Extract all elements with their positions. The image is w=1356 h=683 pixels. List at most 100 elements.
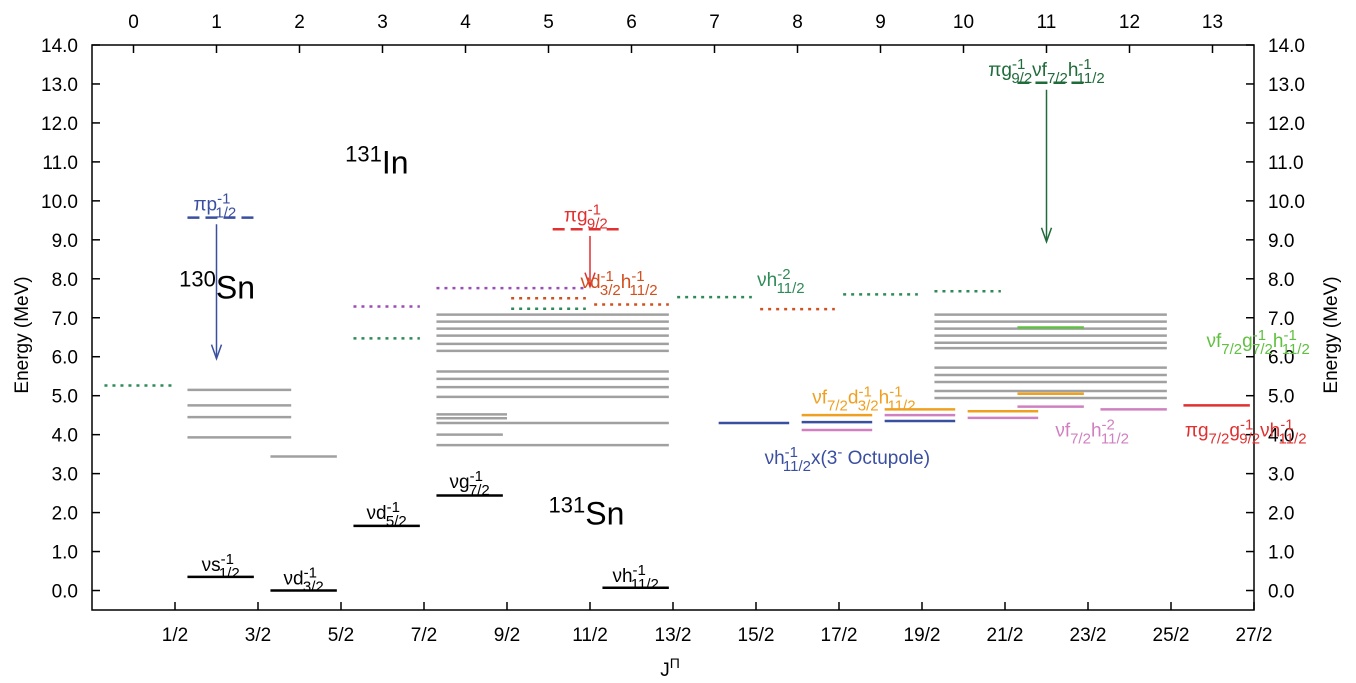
left-tick-label: 0.0 [52, 582, 78, 603]
level-label-part: ν [450, 472, 460, 493]
bottom-tick-label: 11/2 [572, 625, 608, 646]
arrows-group [210, 89, 1053, 361]
right-tick-label: 9.0 [1268, 231, 1294, 252]
right-tick-label: 13.0 [1268, 75, 1305, 96]
level-label-part: h [1270, 421, 1281, 442]
level-label-part: -2 [1102, 417, 1115, 434]
bottom-tick-label: 25/2 [1153, 625, 1190, 646]
level-label-pi-p12: πp-1 1/2 [193, 191, 236, 222]
bottom-tick-label: 23/2 [1070, 625, 1107, 646]
right-tick-label: 2.0 [1268, 504, 1294, 525]
right-tick-label: 10.0 [1268, 192, 1305, 213]
level-label-part: -1 [858, 383, 871, 400]
right-tick-label: 14.0 [1268, 36, 1305, 57]
level-label-part: Octupole) [842, 448, 930, 469]
nuclide-label-sn131: 131Sn [549, 492, 625, 531]
x-axis-title-main: J [660, 660, 670, 681]
level-label-pi-g92: πg-1 9/2 [564, 202, 608, 233]
y-axis-title-left: Energy (MeV) [12, 276, 33, 393]
bottom-tick-label: 3/2 [245, 625, 271, 646]
nuclide-element: In [382, 145, 409, 181]
level-label-part: h [622, 566, 633, 587]
top-tick-label: 7 [709, 12, 720, 33]
bottom-tick-label: 21/2 [987, 625, 1024, 646]
level-label-part: f [1216, 331, 1222, 352]
bottom-tick-label: 9/2 [494, 625, 520, 646]
y-axis-title-right: Energy (MeV) [1321, 276, 1342, 393]
left-tick-label: 13.0 [41, 75, 78, 96]
level-label-part: 11/2 [783, 458, 811, 475]
level-label-part: 5/2 [386, 513, 407, 530]
level-label-nu-h112-2: νh-2 11/2 [757, 266, 805, 297]
level-label-part: π [193, 195, 206, 216]
arrow-head-0 [210, 344, 223, 361]
right-tick-label: 7.0 [1268, 309, 1294, 330]
level-label-part: 11/2 [1278, 431, 1306, 448]
level-label-part: 7/2 [827, 397, 848, 414]
level-label-part: -1 [217, 191, 230, 208]
level-label-part: 3/2 [600, 282, 621, 299]
level-label-part: g [459, 472, 470, 493]
level-label-part: -1 [470, 468, 483, 485]
right-tick-label: 12.0 [1268, 114, 1305, 135]
level-label-part: ν [612, 566, 622, 587]
level-label-part: -1 [1078, 56, 1091, 73]
level-label-part: f [822, 387, 828, 408]
level-label-part: f [1042, 60, 1048, 81]
level-label-part: 3/2 [303, 579, 324, 596]
left-tick-label: 11.0 [42, 153, 78, 174]
level-label-part: -1 [631, 268, 644, 285]
level-label-part: π [1185, 421, 1198, 442]
level-label-part: -1 [1283, 327, 1296, 344]
top-tick-label: 0 [128, 12, 139, 33]
level-label-part: h [1273, 331, 1284, 352]
level-label-part: g [1229, 421, 1240, 442]
level-label-part: 7/2 [1221, 341, 1242, 358]
right-tick-label: 6.0 [1268, 348, 1294, 369]
level-label-part: g [1198, 421, 1209, 442]
levels-group [104, 81, 1250, 592]
nuclide-element: Sn [585, 495, 624, 531]
nuclide-label-in131: 131In [345, 142, 408, 181]
bottom-tick-label: 13/2 [655, 625, 692, 646]
top-tick-label: 8 [792, 12, 803, 33]
nuclide-mass: 131 [345, 142, 382, 167]
level-label-part: h [1091, 421, 1102, 442]
left-tick-label: 8.0 [52, 270, 78, 291]
level-label-nu-f72-g72-h112: νf7/2g-1 7/2h-1 11/2 [1206, 327, 1309, 358]
top-tick-label: 12 [1119, 12, 1140, 33]
top-tick-label: 2 [294, 12, 305, 33]
right-tick-label: 8.0 [1268, 270, 1294, 291]
left-tick-label: 1.0 [52, 543, 78, 564]
level-label-part: ν [367, 503, 377, 524]
level-label-part: ν [757, 270, 767, 291]
level-label-part: h [879, 387, 890, 408]
x-axis-title: JΠ [660, 655, 680, 681]
left-tick-label: 5.0 [52, 387, 78, 408]
level-label-part: π [988, 60, 1001, 81]
level-label-part: -1 [785, 444, 798, 461]
bottom-tick-label: 1/2 [162, 625, 188, 646]
level-label-part: 11/2 [631, 576, 659, 593]
level-label-part: 9/2 [587, 216, 608, 233]
nuclide-mass: 130 [179, 266, 216, 291]
left-tick-label: 2.0 [52, 504, 78, 525]
level-label-part: f [1065, 421, 1071, 442]
level-label-part: d [848, 387, 859, 408]
level-label-nu-d32-h112: νd-1 3/2h-1 11/2 [580, 268, 657, 299]
level-label-part: -1 [1253, 327, 1266, 344]
level-label-part: -1 [304, 565, 317, 582]
bottom-tick-label: 17/2 [821, 625, 858, 646]
nuclide-mass: 131 [549, 492, 586, 517]
level-label-nu-f72-h112-2: νf7/2h-2 11/2 [1055, 417, 1129, 448]
level-label-nu-h112: νh-1 11/2 [612, 562, 658, 593]
left-tick-label: 14.0 [41, 36, 78, 57]
left-tick-label: 4.0 [52, 426, 78, 447]
ticks-group: 1/2 3/2 5/2 7/2 9/2 11/2 13/2 15/2 17/2 19/2 21/2 2… [41, 12, 1305, 646]
bottom-tick-label: 15/2 [738, 625, 775, 646]
top-tick-label: 9 [875, 12, 886, 33]
level-label-pi-g92-nu-f72-h112: πg-1 9/2νf7/2h-1 11/2 [988, 56, 1104, 87]
level-label-part: ν [1206, 331, 1216, 352]
x-axis-title-sup: Π [670, 655, 680, 671]
